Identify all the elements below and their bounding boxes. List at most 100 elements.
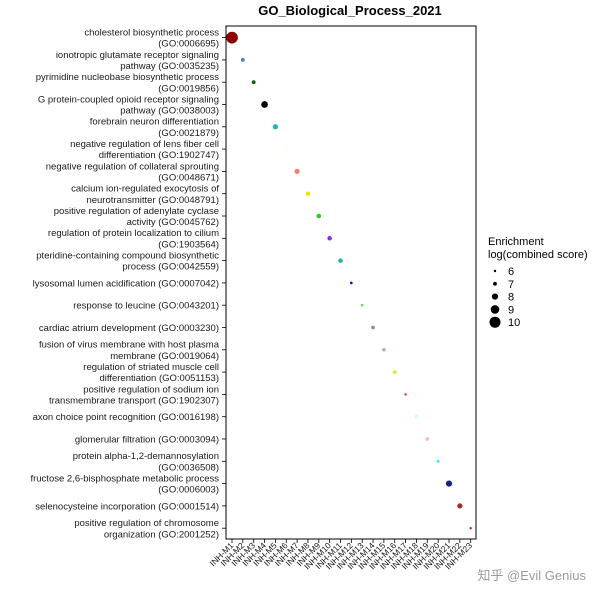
data-point bbox=[226, 31, 238, 44]
y-tick-label: axon choice point recognition (GO:001619… bbox=[33, 412, 219, 423]
y-tick-label-line: activity (GO:0045762) bbox=[127, 217, 219, 228]
y-tick-label: forebrain neuron differentiation (GO:0021… bbox=[90, 117, 219, 139]
watermark-text: 知乎 @Evil Genius bbox=[477, 568, 586, 583]
data-point bbox=[445, 480, 453, 487]
data-point bbox=[305, 191, 311, 196]
y-tick-label: selenocysteine incorporation (GO:0001514… bbox=[35, 501, 219, 512]
y-tick-label: negative regulation of collateral sprout… bbox=[46, 161, 219, 183]
data-point bbox=[360, 303, 364, 307]
y-tick-label: negative regulation of lens fiber cell di… bbox=[70, 139, 219, 161]
y-tick-label-line: regulation of protein localization to ci… bbox=[48, 228, 219, 239]
y-tick-label-line: process (GO:0042559) bbox=[122, 262, 219, 273]
y-tick-label: G protein-coupled opioid receptor signal… bbox=[38, 94, 219, 116]
y-tick-label-line: response to leucine (GO:0043201) bbox=[73, 301, 219, 312]
y-axis-labels: cholesterol biosynthetic process (GO:0006… bbox=[30, 28, 219, 541]
y-tick-label: cholesterol biosynthetic process (GO:0006… bbox=[84, 28, 219, 50]
y-tick-label-line: (GO:1903564) bbox=[158, 239, 219, 250]
y-tick-label-line: (GO:0006003) bbox=[158, 485, 219, 496]
y-tick-label-line: positive regulation of sodium ion bbox=[83, 384, 219, 395]
y-tick-label: pyrimidine nucleobase biosynthetic proce… bbox=[36, 72, 219, 94]
data-point bbox=[382, 348, 386, 352]
legend-size-key bbox=[490, 305, 500, 314]
data-point bbox=[436, 459, 440, 463]
y-axis-ticks bbox=[222, 37, 226, 529]
y-tick-label: cardiac atrium development (GO:0003230) bbox=[39, 323, 219, 334]
y-tick-label-line: transmembrane transport (GO:1902307) bbox=[49, 396, 219, 407]
y-tick-label-line: axon choice point recognition (GO:001619… bbox=[33, 412, 219, 423]
y-tick-label-line: (GO:0048671) bbox=[158, 173, 219, 184]
legend-size-key bbox=[493, 281, 497, 286]
data-point bbox=[294, 168, 300, 175]
y-tick-label-line: negative regulation of collateral sprout… bbox=[46, 161, 219, 172]
data-point bbox=[469, 527, 472, 530]
data-point bbox=[338, 258, 343, 263]
legend-title-line1: Enrichment bbox=[488, 236, 544, 248]
y-tick-label-line: fructose 2,6-bisphosphate metabolic proc… bbox=[30, 474, 219, 485]
data-point bbox=[371, 325, 375, 330]
y-tick-label-line: (GO:0036508) bbox=[158, 462, 219, 473]
y-tick-label-line: cardiac atrium development (GO:0003230) bbox=[39, 323, 219, 334]
legend-size-key bbox=[491, 293, 499, 300]
y-tick-label-line: calcium ion-regulated exocytosis of bbox=[71, 184, 219, 195]
data-point bbox=[272, 124, 279, 130]
y-tick-label: positive regulation of chromosome organiz… bbox=[74, 518, 219, 540]
data-point bbox=[316, 213, 322, 219]
legend-size-key bbox=[489, 316, 501, 328]
y-tick-label: protein alpha-1,2-demannosylation (GO:003… bbox=[73, 451, 219, 473]
y-tick-label-line: regulation of striated muscle cell bbox=[83, 362, 219, 373]
y-tick-label: fructose 2,6-bisphosphate metabolic proc… bbox=[30, 474, 219, 496]
y-tick-label: regulation of protein localization to ci… bbox=[48, 228, 219, 250]
y-tick-label-line: glomerular filtration (GO:0003094) bbox=[75, 435, 219, 446]
legend-size-label: 7 bbox=[508, 279, 514, 291]
y-tick-label-line: forebrain neuron differentiation bbox=[90, 117, 219, 128]
y-tick-label-line: positive regulation of chromosome bbox=[74, 518, 219, 529]
y-tick-label: response to leucine (GO:0043201) bbox=[73, 301, 219, 312]
data-point bbox=[240, 58, 245, 62]
data-point bbox=[392, 370, 397, 374]
y-tick-label-line: fusion of virus membrane with host plasm… bbox=[39, 340, 220, 351]
data-point bbox=[261, 101, 268, 108]
y-tick-label-line: pyrimidine nucleobase biosynthetic proce… bbox=[36, 72, 219, 83]
y-tick-label: positive regulation of sodium ion transme… bbox=[49, 384, 219, 406]
legend-size-label: 10 bbox=[508, 317, 520, 329]
y-tick-label-line: selenocysteine incorporation (GO:0001514… bbox=[35, 501, 219, 512]
data-point bbox=[251, 80, 256, 85]
y-tick-label-line: membrane (GO:0019064) bbox=[110, 351, 219, 362]
chart-title: GO_Biological_Process_2021 bbox=[258, 3, 442, 18]
data-points bbox=[226, 31, 472, 530]
y-tick-label: calcium ion-regulated exocytosis of neuro… bbox=[71, 184, 219, 206]
data-point bbox=[284, 147, 288, 151]
data-point bbox=[350, 281, 353, 285]
y-tick-label: fusion of virus membrane with host plasm… bbox=[39, 340, 220, 362]
y-tick-label-line: G protein-coupled opioid receptor signal… bbox=[38, 94, 219, 105]
x-axis-ticks bbox=[231, 539, 472, 543]
y-tick-label-line: (GO:0006695) bbox=[158, 39, 219, 50]
y-tick-label-line: lysosomal lumen acidification (GO:000704… bbox=[33, 278, 219, 289]
data-point bbox=[327, 236, 332, 241]
data-point bbox=[414, 414, 419, 419]
y-tick-label: regulation of striated muscle cell differ… bbox=[83, 362, 219, 384]
y-tick-label-line: cholesterol biosynthetic process bbox=[84, 28, 219, 39]
y-tick-label-line: (GO:0021879) bbox=[158, 128, 219, 139]
data-point bbox=[457, 503, 463, 509]
legend-size-label: 6 bbox=[508, 266, 514, 278]
y-tick-label-line: protein alpha-1,2-demannosylation bbox=[73, 451, 219, 462]
y-tick-label-line: differentiation (GO:1902747) bbox=[99, 150, 219, 161]
legend-size-label: 8 bbox=[508, 292, 514, 304]
y-tick-label-line: organization (GO:2001252) bbox=[104, 529, 219, 540]
y-tick-label-line: ionotropic glutamate receptor signaling bbox=[56, 50, 219, 61]
y-tick-label: pteridine-containing compound biosynthet… bbox=[36, 251, 219, 273]
y-tick-label-line: positive regulation of adenylate cyclase bbox=[54, 206, 219, 217]
y-tick-label: glomerular filtration (GO:0003094) bbox=[75, 435, 219, 446]
y-tick-label-line: pathway (GO:0038003) bbox=[120, 106, 219, 117]
data-point bbox=[425, 437, 430, 441]
legend-title-line2: log(combined score) bbox=[488, 249, 588, 261]
y-tick-label-line: negative regulation of lens fiber cell bbox=[70, 139, 219, 150]
legend-size-label: 9 bbox=[508, 304, 514, 316]
data-point bbox=[404, 393, 407, 396]
y-tick-label: ionotropic glutamate receptor signaling p… bbox=[56, 50, 219, 72]
legend-size-key bbox=[493, 269, 497, 273]
y-tick-label-line: (GO:0019856) bbox=[158, 83, 219, 94]
